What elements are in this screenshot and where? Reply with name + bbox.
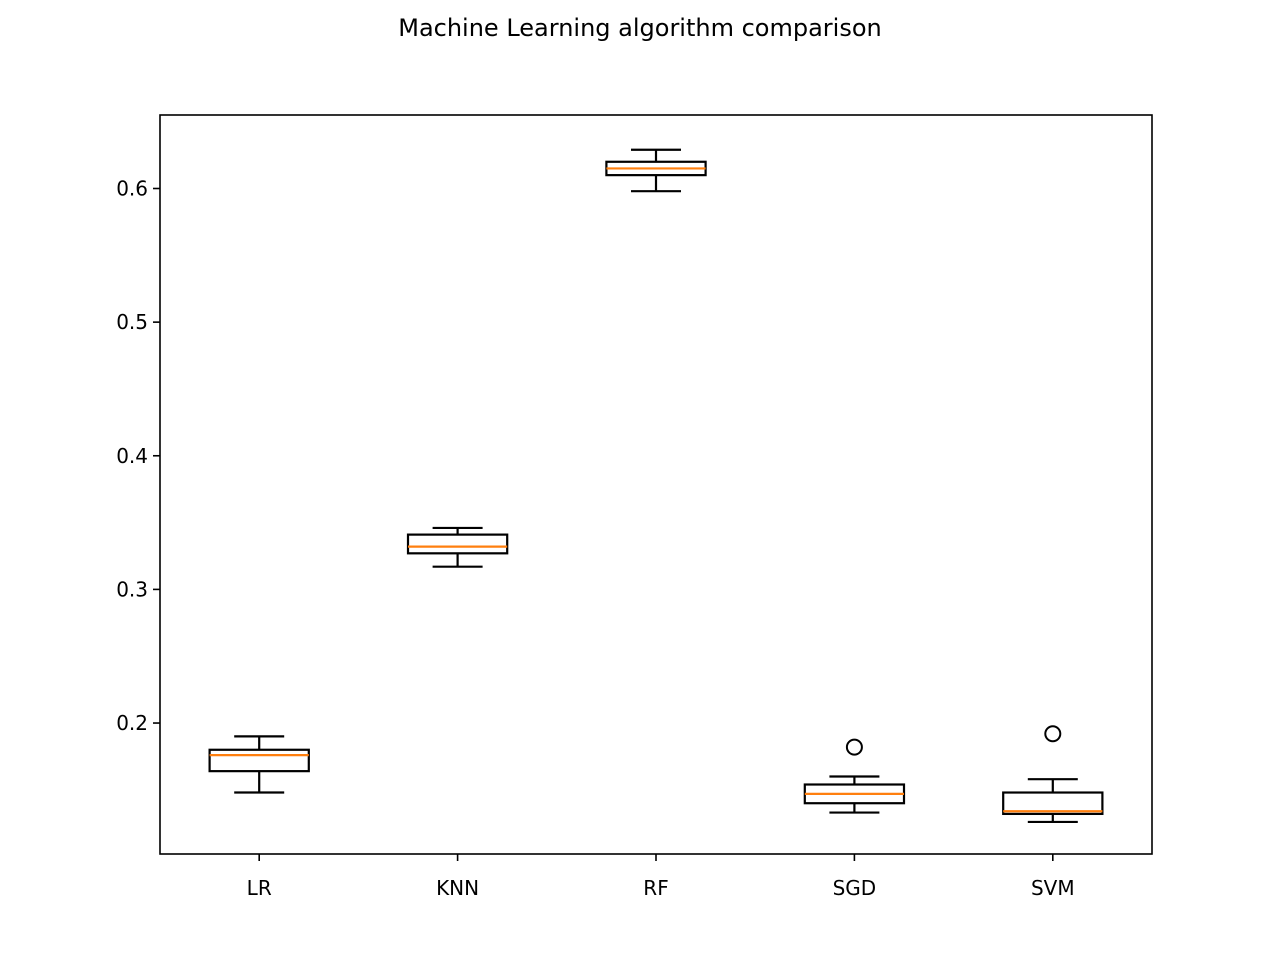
box-svm [1002, 725, 1104, 824]
y-tick-label: 0.6 [116, 176, 148, 200]
x-tick-label: KNN [436, 876, 479, 900]
y-tick-label: 0.5 [116, 310, 148, 334]
box-body [406, 533, 509, 555]
chart-title: Machine Learning algorithm comparison [398, 14, 882, 42]
axes-frame [159, 114, 1153, 855]
boxes-layer [208, 148, 1104, 824]
x-tick-label: LR [247, 876, 272, 900]
y-tick-label: 0.4 [116, 444, 148, 468]
box-rf [605, 148, 707, 193]
box-knn [406, 526, 509, 568]
y-tick-label: 0.3 [116, 577, 148, 601]
y-tick-label: 0.2 [116, 711, 148, 735]
box-body [1002, 791, 1104, 816]
box-sgd [803, 738, 906, 814]
x-tick-label: SVM [1031, 876, 1075, 900]
box-body [208, 748, 310, 773]
axes-layer [159, 114, 1153, 855]
x-tick-label: RF [643, 876, 668, 900]
ticks-layer: 0.2 0.3 0.4 0.5 0.6 LR KNN RF SGD SVM [116, 176, 1074, 900]
outlier-point [845, 738, 863, 756]
outlier-point [1044, 725, 1062, 743]
box-lr [208, 735, 310, 794]
x-tick-label: SGD [833, 876, 877, 900]
